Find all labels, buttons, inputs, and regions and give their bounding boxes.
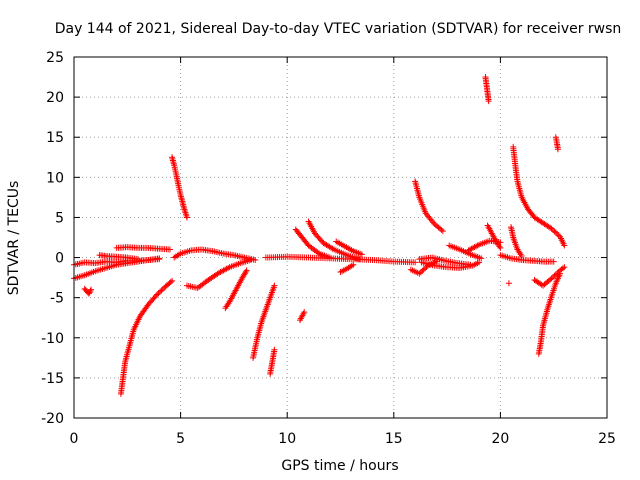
data-point-markers bbox=[333, 238, 365, 258]
data-series-arc-07 bbox=[169, 154, 190, 221]
y-tick-label: -20 bbox=[41, 411, 64, 427]
data-series-arc-09 bbox=[183, 256, 254, 292]
data-series-arc-29 bbox=[510, 143, 568, 249]
data-point-markers bbox=[510, 143, 568, 249]
data-series-arc-31 bbox=[535, 270, 564, 357]
x-axis-label: GPS time / hours bbox=[281, 458, 398, 474]
data-point-markers bbox=[484, 222, 504, 251]
data-series-arc-26 bbox=[484, 222, 504, 251]
data-series-arc-06 bbox=[113, 244, 173, 253]
data-point-markers bbox=[531, 264, 568, 289]
x-tick-label: 25 bbox=[598, 431, 616, 447]
data-point-markers bbox=[292, 226, 333, 261]
data-point-markers bbox=[412, 178, 446, 235]
data-point-markers bbox=[81, 285, 95, 297]
data-point-markers bbox=[305, 218, 363, 263]
y-tick-label: 10 bbox=[46, 170, 64, 186]
data-point-markers bbox=[169, 154, 190, 221]
data-point-markers bbox=[171, 246, 259, 263]
x-tick-label: 5 bbox=[176, 431, 185, 447]
y-axis-label: SDTVAR / TECUs bbox=[6, 181, 22, 296]
plot-frame bbox=[73, 56, 608, 419]
y-tick-label: -10 bbox=[41, 331, 64, 347]
axis-ticks: 0 5 10 15 20 25 -20 -15 -10 -5 0 5 10 15 20 25 bbox=[41, 50, 616, 447]
data-point-markers bbox=[446, 242, 485, 262]
x-tick-label: 15 bbox=[385, 431, 403, 447]
data-series-arc-28 bbox=[508, 224, 525, 259]
data-point-markers bbox=[505, 280, 512, 287]
data-point-markers bbox=[497, 252, 557, 265]
data-series-arc-12 bbox=[267, 346, 278, 377]
data-point-markers bbox=[113, 244, 173, 253]
data-point-markers bbox=[482, 74, 492, 105]
data-point-markers bbox=[96, 252, 141, 263]
data-point-markers bbox=[535, 270, 564, 357]
x-tick-label: 0 bbox=[70, 431, 79, 447]
data-series-arc-05 bbox=[96, 252, 141, 263]
x-tick-label: 20 bbox=[491, 431, 509, 447]
y-tick-label: 25 bbox=[46, 50, 64, 66]
y-tick-label: 20 bbox=[46, 90, 64, 106]
data-series-arc-04 bbox=[117, 277, 176, 397]
grid-lines bbox=[74, 57, 607, 418]
data-point-markers bbox=[418, 259, 483, 271]
data-series-arc-18 bbox=[337, 261, 357, 275]
data-point-markers bbox=[296, 309, 308, 324]
data-series-arc-08 bbox=[171, 246, 259, 263]
data-series-arc-23 bbox=[446, 242, 485, 262]
data-series-arc-30 bbox=[497, 252, 557, 265]
data-series-arc-14 bbox=[262, 253, 419, 266]
y-tick-label: -5 bbox=[50, 291, 64, 307]
data-point-markers bbox=[183, 256, 254, 292]
data-series-arc-27 bbox=[505, 280, 512, 287]
data-point-markers bbox=[552, 134, 561, 153]
data-points bbox=[71, 74, 568, 397]
y-tick-label: 15 bbox=[46, 130, 64, 146]
data-series-arc-33 bbox=[552, 134, 561, 153]
data-series-arc-19 bbox=[412, 178, 446, 235]
data-point-markers bbox=[250, 282, 278, 361]
data-point-markers bbox=[262, 253, 419, 266]
data-series-arc-22 bbox=[418, 259, 483, 271]
x-tick-label: 10 bbox=[278, 431, 296, 447]
data-point-markers bbox=[222, 267, 250, 312]
data-series-arc-15 bbox=[292, 226, 333, 261]
data-point-markers bbox=[117, 277, 176, 397]
y-tick-label: -15 bbox=[41, 371, 64, 387]
data-series-arc-17 bbox=[333, 238, 365, 258]
y-tick-label: 0 bbox=[55, 251, 64, 267]
data-series-arc-03 bbox=[81, 285, 95, 297]
data-series-arc-11 bbox=[250, 282, 278, 361]
data-series-arc-25 bbox=[482, 74, 492, 105]
data-point-markers bbox=[337, 261, 357, 275]
y-tick-label: 5 bbox=[55, 210, 64, 226]
data-series-arc-32 bbox=[531, 264, 568, 289]
data-series-arc-13 bbox=[296, 309, 308, 324]
data-series-arc-10 bbox=[222, 267, 250, 312]
chart-title: Day 144 of 2021, Sidereal Day-to-day VTE… bbox=[55, 21, 622, 37]
data-point-markers bbox=[267, 346, 278, 377]
data-series-arc-16 bbox=[305, 218, 363, 263]
data-point-markers bbox=[508, 224, 525, 259]
